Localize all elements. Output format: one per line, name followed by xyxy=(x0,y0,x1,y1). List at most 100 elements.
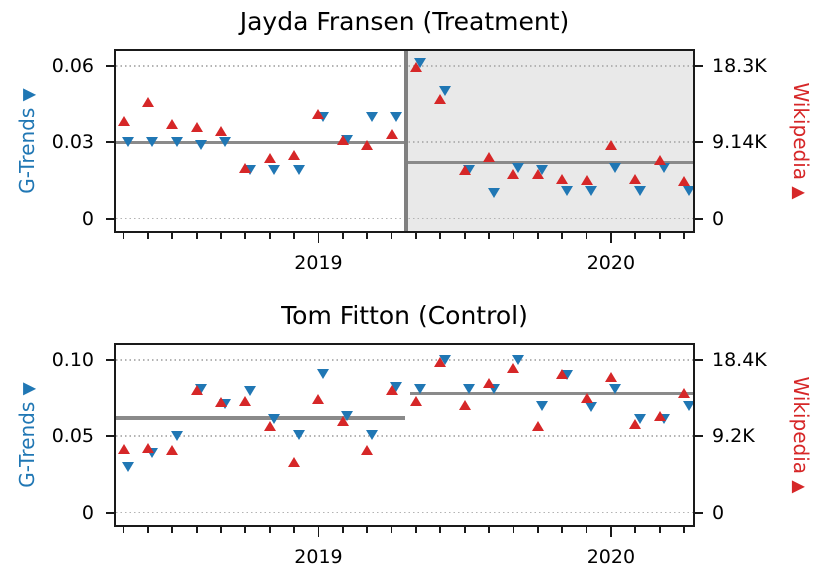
y-axis-tick-left xyxy=(106,359,114,361)
treatment-boundary-line xyxy=(404,49,408,233)
data-point-gtrends xyxy=(365,429,378,440)
data-point-wikipedia xyxy=(556,174,569,185)
x-axis-minor-tick xyxy=(390,233,393,239)
gtrends-triangle-down-icon: ▼ xyxy=(19,382,39,396)
data-point-wikipedia xyxy=(141,442,154,453)
data-point-wikipedia xyxy=(166,118,179,129)
plot-spine-right xyxy=(693,49,695,233)
data-point-wikipedia xyxy=(214,397,227,408)
data-point-gtrends xyxy=(438,86,451,97)
x-axis-minor-tick xyxy=(585,527,588,533)
x-axis-minor-tick xyxy=(244,233,247,239)
data-point-gtrends xyxy=(609,383,622,394)
y-axis-tick-right xyxy=(695,65,703,67)
y-axis-tick-right xyxy=(695,435,703,438)
plot-spine-bottom xyxy=(114,231,695,233)
x-axis-minor-tick xyxy=(536,233,539,239)
x-axis-minor-tick xyxy=(268,233,271,239)
x-axis-minor-tick xyxy=(268,527,271,533)
data-point-gtrends xyxy=(365,111,378,122)
x-axis-minor-tick xyxy=(561,527,564,533)
x-axis-minor-tick xyxy=(293,233,295,239)
data-point-wikipedia xyxy=(483,151,496,162)
data-point-gtrends xyxy=(463,383,476,394)
data-point-wikipedia xyxy=(556,369,569,380)
data-point-wikipedia xyxy=(190,384,203,395)
data-point-wikipedia xyxy=(312,393,325,404)
data-point-wikipedia xyxy=(239,162,252,173)
x-axis-minor-tick xyxy=(341,527,344,533)
plot-spine-right xyxy=(693,343,695,527)
data-point-gtrends xyxy=(585,185,598,196)
x-axis-minor-tick xyxy=(341,233,344,239)
y-tick-label-left: 0.03 xyxy=(51,131,94,154)
data-point-gtrends xyxy=(390,111,403,122)
x-axis-minor-tick xyxy=(146,233,149,239)
x-axis-minor-tick xyxy=(171,233,174,239)
data-point-gtrends xyxy=(414,383,427,394)
x-axis-minor-tick xyxy=(122,233,125,239)
data-point-wikipedia xyxy=(385,128,398,139)
wikipedia-triangle-up-icon: ▲ xyxy=(789,186,809,200)
data-point-wikipedia xyxy=(312,108,325,119)
data-point-gtrends xyxy=(243,385,256,396)
data-point-gtrends xyxy=(292,165,305,176)
x-axis-minor-tick xyxy=(512,527,515,533)
x-axis-minor-tick xyxy=(122,527,125,533)
y-tick-label-right: 0 xyxy=(712,501,725,524)
data-point-gtrends xyxy=(511,162,524,173)
x-axis-minor-tick xyxy=(195,233,198,239)
y-tick-label-left: 0 xyxy=(81,501,94,524)
data-point-gtrends xyxy=(146,448,159,459)
x-axis-minor-tick xyxy=(390,527,393,533)
x-tick-label-year: 2019 xyxy=(294,546,343,568)
x-axis-minor-tick xyxy=(171,527,174,533)
y-axis-tick-left xyxy=(106,511,114,514)
plot-area-control xyxy=(114,343,695,527)
data-point-gtrends xyxy=(682,185,695,196)
y-tick-label-left: 0 xyxy=(81,207,94,230)
mean-line-pre-period xyxy=(114,140,406,144)
x-axis-minor-tick xyxy=(536,527,539,533)
y-axis-tick-left xyxy=(106,65,114,67)
x-axis-minor-tick xyxy=(244,527,247,533)
data-point-wikipedia xyxy=(141,96,154,107)
left-axis-title: G-Trends ▼ xyxy=(15,88,39,193)
y-axis-tick-left xyxy=(106,435,114,438)
x-axis-minor-tick xyxy=(195,527,198,533)
data-point-wikipedia xyxy=(507,168,520,179)
y-tick-label-right: 0 xyxy=(712,207,725,230)
data-point-wikipedia xyxy=(604,140,617,151)
plot-spine-bottom xyxy=(114,525,695,527)
chart-title-treatment: Jayda Fransen (Treatment) xyxy=(239,7,570,36)
x-axis-minor-tick xyxy=(146,527,149,533)
x-axis-minor-tick xyxy=(634,527,637,533)
right-axis-title: Wikipedia ▲ xyxy=(789,377,813,494)
data-point-gtrends xyxy=(268,165,281,176)
left-axis-title-text: G-Trends xyxy=(15,395,39,488)
x-axis-minor-tick xyxy=(658,527,661,533)
gridline xyxy=(116,511,693,514)
data-point-gtrends xyxy=(316,368,329,379)
x-axis-minor-tick xyxy=(220,527,222,533)
data-point-gtrends xyxy=(146,137,159,148)
y-axis-tick-left xyxy=(106,141,114,144)
x-axis-minor-tick xyxy=(561,233,564,239)
data-point-wikipedia xyxy=(580,393,593,404)
data-point-wikipedia xyxy=(263,421,276,432)
x-axis-minor-tick xyxy=(439,233,442,239)
data-point-wikipedia xyxy=(458,165,471,176)
data-point-gtrends xyxy=(633,185,646,196)
data-point-gtrends xyxy=(511,355,524,365)
data-point-wikipedia xyxy=(239,395,252,406)
y-axis-tick-right xyxy=(695,217,703,220)
x-axis-minor-tick xyxy=(463,527,466,533)
y-axis-tick-right xyxy=(695,359,703,361)
data-point-wikipedia xyxy=(678,388,690,399)
data-point-gtrends xyxy=(487,383,500,394)
plot-spine-top xyxy=(114,49,695,51)
data-point-wikipedia xyxy=(385,384,398,395)
data-point-gtrends xyxy=(536,400,549,411)
data-point-gtrends xyxy=(268,414,281,425)
